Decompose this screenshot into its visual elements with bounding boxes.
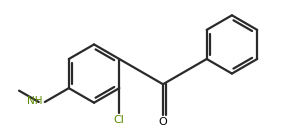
Text: Cl: Cl bbox=[114, 115, 125, 125]
Text: NH: NH bbox=[27, 96, 43, 106]
Text: O: O bbox=[159, 117, 167, 127]
